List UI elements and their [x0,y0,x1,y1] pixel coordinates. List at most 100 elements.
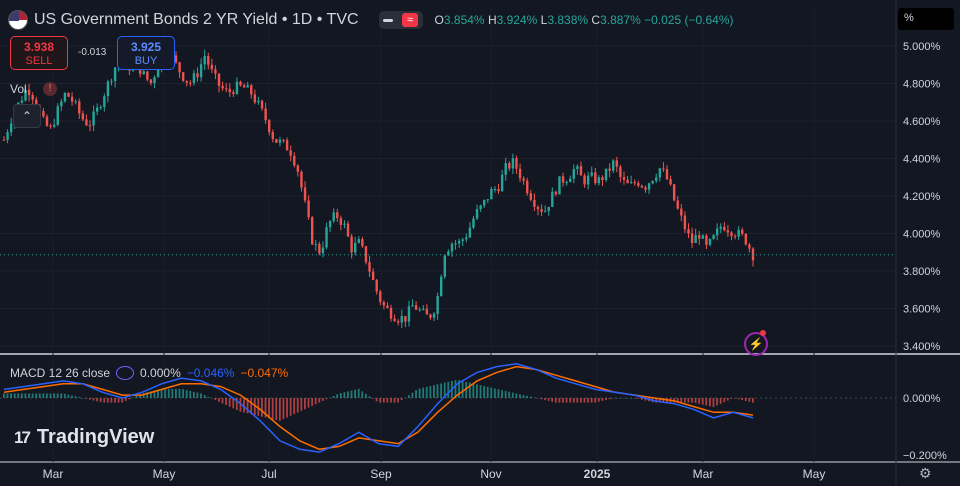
candle-body [414,305,418,310]
gear-icon[interactable]: ⚙ [919,465,932,481]
ohlc-values: O3.854% H3.924% L3.838% C3.887% −0.025 (… [435,13,734,27]
candle-body [551,191,554,207]
time-tick-label: May [803,467,826,481]
macd-title[interactable]: MACD 12 26 close [10,366,111,380]
candle-body [368,262,371,272]
sell-button[interactable]: 3.938 SELL [10,36,68,70]
candle-body [569,178,572,183]
candle-body [35,99,38,106]
candle-body [321,247,325,254]
candle-body [196,73,199,78]
candle-body [311,217,314,245]
macd-histogram-bar [737,398,740,400]
candle-body [267,120,271,133]
candle-body [515,158,518,169]
macd-histogram-bar [569,398,572,403]
candle-body [250,85,253,95]
candle-body [257,100,260,103]
macd-histogram-bar [221,398,224,404]
candle-body [640,185,644,188]
tradingview-logo[interactable]: 17 TradingView [14,426,154,449]
macd-histogram-bar [63,393,66,398]
price-axis[interactable]: 5.000% 4.800% 4.600% 4.400% 4.200% 4.000% 3.80… [903,41,947,462]
candle-body [275,138,278,143]
macd-histogram-bar [683,398,686,403]
candle-body [56,106,59,125]
macd-histogram-bar [60,393,63,398]
warning-icon[interactable]: ! [43,82,57,96]
macd-histogram-bar [311,398,314,406]
symbol-title[interactable]: US Government Bonds 2 YR Yield • 1D • TV… [34,11,359,28]
macd-histogram-bar [551,398,554,402]
macd-histogram-bar [278,398,281,421]
macd-histogram-bar [56,393,59,398]
symbol-legend: US Government Bonds 2 YR Yield • 1D • TV… [8,6,734,34]
candle-body [6,132,9,140]
price-tick-label: 3.600% [903,304,941,316]
macd-histogram-bar [164,388,167,398]
macd-histogram-bar [343,392,346,398]
candle-body [705,235,708,245]
chart-type-toggle[interactable]: ≈ [378,11,423,29]
candle-body [637,183,640,186]
macd-histogram-bar [203,395,206,398]
candle-body [278,139,282,143]
macd-histogram-bar [210,398,213,399]
macd-histogram-bar [268,398,270,419]
candle-body [726,230,730,233]
macd-histogram-bar [547,398,550,401]
macd-histogram-bar [121,398,124,403]
candle-body [199,64,203,78]
time-axis[interactable]: Mar May Jul Sep Nov 2025 Mar May [43,467,826,481]
time-tick-label: Sep [370,467,392,481]
macd-histogram-bar [329,397,331,399]
macd-histogram-bar [53,393,55,398]
candle-body [350,236,353,253]
macd-histogram-bar [81,398,84,399]
candle-body [651,180,654,184]
candle-body [404,315,407,322]
candle-body [443,255,446,277]
macd-histogram-bar [744,398,747,401]
macd-histogram-bar [461,381,464,398]
candle-body [9,123,13,133]
chevron-up-icon[interactable]: ⌃ [13,104,41,128]
candle-body [454,243,457,245]
candle-body [307,200,310,218]
macd-histogram-bar [28,393,30,398]
macd-histogram-bar [31,393,34,398]
volume-indicator-label[interactable]: Vol [10,82,27,96]
macd-histogram-bar [160,388,163,398]
lightning-icon[interactable]: ⚡ [744,332,768,356]
macd-histogram-bar [257,398,260,416]
scale-unit-box[interactable]: % [898,8,954,30]
candle-body [63,93,67,102]
macd-histogram-bar [20,393,23,398]
candle-body [354,242,357,253]
candle-body [461,239,464,241]
macd-histogram-bar [175,388,177,398]
macd-histogram-bar [46,393,48,398]
macd-histogram-bar [110,398,113,403]
macd-histogram-bar [708,398,711,407]
candle-body [185,80,188,83]
candle-body [558,176,561,195]
macd-histogram-bar [723,398,726,403]
macd-histogram-bar [189,390,192,398]
candle-body [472,218,475,228]
macd-settings-icon[interactable] [116,366,135,380]
candle-body [407,306,411,322]
candle-body [475,209,479,219]
macd-histogram-bar [587,398,589,403]
buy-button[interactable]: 3.925 BUY [117,36,175,70]
macd-histogram-bar [497,389,500,398]
candle-body [343,223,346,225]
candle-body [669,179,672,185]
macd-histogram-bar [85,398,88,399]
candle-body [411,305,414,307]
macd-histogram-bar [78,397,81,398]
candle-body [629,182,633,184]
candle-body [422,308,425,310]
macd-histogram-bar [633,398,636,399]
